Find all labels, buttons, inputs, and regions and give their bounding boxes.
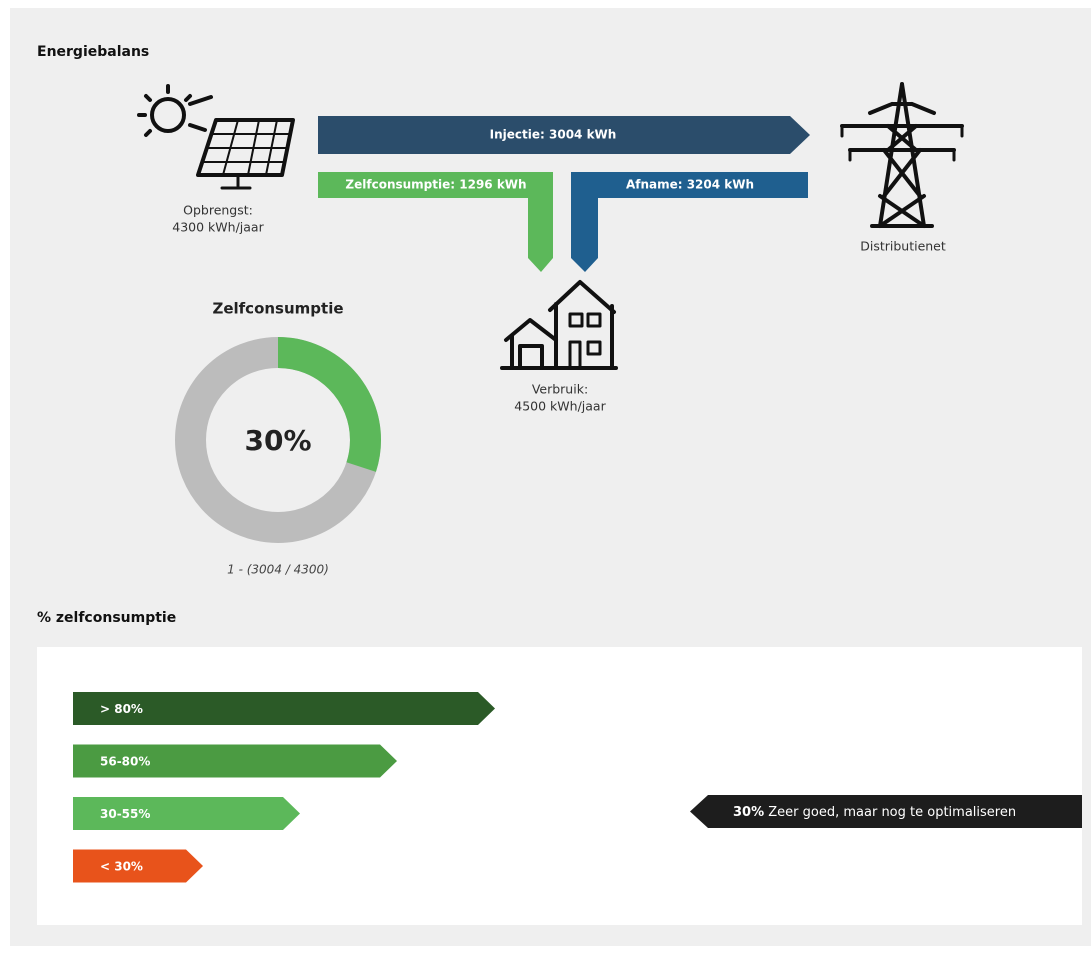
level-bar (73, 849, 203, 883)
house-label: Verbruik: (532, 382, 588, 397)
donut-arc (175, 337, 381, 543)
solar-label: Opbrengst: (183, 203, 253, 218)
pylon-icon (840, 82, 964, 228)
scale-box (37, 647, 1082, 925)
donut-label: 30% (244, 424, 311, 457)
solar-icon (137, 84, 295, 190)
grid-label: Distributienet (860, 239, 946, 254)
indicator-arrow (690, 795, 1082, 828)
level-label: < 30% (100, 860, 143, 874)
level-bar (73, 692, 495, 725)
donut-formula: 1 - (3004 / 4300) (227, 563, 329, 577)
house-icon (500, 280, 618, 370)
title: Energiebalans (37, 44, 149, 60)
afname-arrow (571, 172, 808, 272)
level-label: > 80% (100, 702, 143, 716)
level-bar (73, 797, 300, 830)
indicator: 30% Zeer goed, maar nog te optimaliseren (733, 805, 1016, 820)
afname-label: Afname: 3204 kWh (626, 178, 754, 192)
level-bar (73, 744, 397, 778)
injectie-arrow (318, 116, 810, 154)
zelfconsumptie-label: Zelfconsumptie: 1296 kWh (345, 178, 526, 192)
donut-title: Zelfconsumptie (212, 300, 343, 318)
level-label: 30-55% (100, 807, 150, 821)
zelfconsumptie-arrow (318, 172, 553, 272)
scale-title: % zelfconsumptie (37, 610, 176, 626)
levels: > 80% 56-80% 30-55% < 30% (73, 692, 495, 883)
house-value: 4500 kWh/jaar (514, 399, 606, 414)
level-label: 56-80% (100, 755, 150, 769)
injectie-label: Injectie: 3004 kWh (490, 128, 617, 142)
solar-value: 4300 kWh/jaar (172, 220, 264, 235)
indicator-text: Zeer goed, maar nog te optimaliseren (768, 805, 1016, 820)
indicator-value: 30% (733, 805, 764, 820)
